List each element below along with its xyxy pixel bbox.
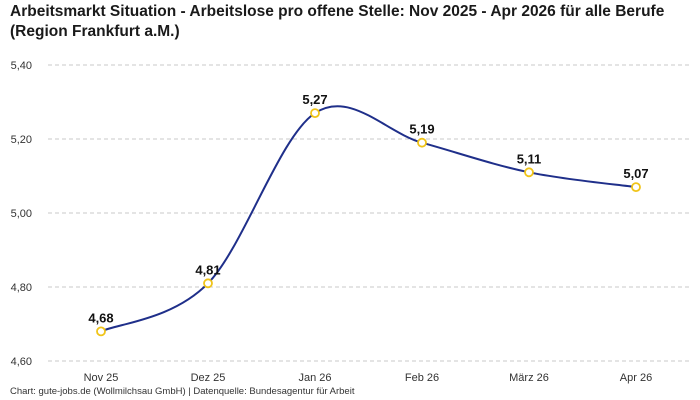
x-tick-label: Dez 25 bbox=[191, 372, 226, 384]
data-points bbox=[96, 108, 641, 337]
source-footer: Chart: gute-jobs.de (Wollmilchsau GmbH) … bbox=[10, 386, 355, 397]
y-tick-label: 4,60 bbox=[11, 356, 32, 368]
data-point bbox=[417, 137, 427, 148]
data-point bbox=[631, 182, 641, 193]
data-label: 4,81 bbox=[195, 262, 220, 277]
data-point bbox=[310, 108, 320, 118]
data-label: 5,11 bbox=[517, 151, 542, 166]
data-label: 5,19 bbox=[409, 122, 434, 137]
data-label: 4,68 bbox=[88, 310, 113, 325]
x-tick-label: Apr 26 bbox=[620, 372, 652, 384]
gridlines bbox=[48, 64, 690, 362]
data-labels: 4,68 4,81 5,27 5,19 5,11 5,07 bbox=[88, 92, 648, 325]
data-label: 5,27 bbox=[302, 92, 327, 107]
x-tick-label: Feb 26 bbox=[405, 372, 439, 384]
x-tick-label: Jan 26 bbox=[298, 372, 331, 384]
y-tick-label: 4,80 bbox=[11, 282, 32, 294]
x-tick-label: Nov 25 bbox=[84, 372, 119, 384]
data-point bbox=[96, 326, 106, 337]
x-axis: Nov 25 Dez 25 Jan 26 Feb 26 März 26 Apr 26 bbox=[84, 372, 653, 384]
data-point bbox=[524, 167, 534, 178]
x-tick-label: März 26 bbox=[509, 372, 549, 384]
y-axis: 4,60 4,80 5,00 5,20 5,40 bbox=[11, 60, 32, 368]
chart-title: Arbeitsmarkt Situation - Arbeitslose pro… bbox=[10, 3, 665, 40]
data-point bbox=[203, 278, 213, 289]
y-tick-label: 5,00 bbox=[11, 208, 32, 220]
data-label: 5,07 bbox=[623, 166, 648, 181]
series-line bbox=[100, 105, 637, 333]
y-tick-label: 5,40 bbox=[11, 60, 32, 72]
y-tick-label: 5,20 bbox=[11, 134, 32, 146]
